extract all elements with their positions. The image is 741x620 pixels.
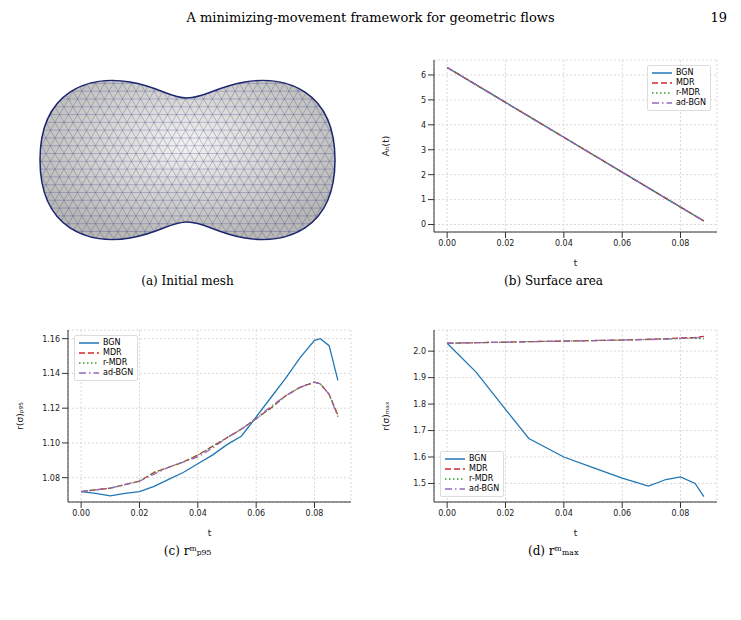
html-text:(b) Surface area: (b) Surface area <box>504 274 603 288</box>
svg-text:1.5: 1.5 <box>413 479 426 488</box>
svg-text:1.7: 1.7 <box>413 426 426 435</box>
html-text:(d) rᵐₘₐₓ: (d) rᵐₘₐₓ <box>528 544 579 558</box>
svg-text:0.04: 0.04 <box>555 239 573 248</box>
html-text:MDR: MDR <box>103 348 122 357</box>
html-text:BGN: BGN <box>469 454 487 463</box>
svg-text:t: t <box>574 528 578 538</box>
svg-text:0.02: 0.02 <box>497 239 515 248</box>
svg-text:1.14: 1.14 <box>42 369 60 378</box>
svg-text:0.04: 0.04 <box>189 509 207 518</box>
html-text:ad-BGN: ad-BGN <box>103 368 134 377</box>
svg-text:t: t <box>208 528 212 538</box>
svg-text:0.02: 0.02 <box>497 509 515 518</box>
svg-text:0.06: 0.06 <box>247 509 265 518</box>
svg-text:r(σ)ₘₐₓ: r(σ)ₘₐₓ <box>381 401 391 431</box>
html-text:BGN: BGN <box>675 68 694 77</box>
svg-text:Aₕ(t): Aₕ(t) <box>381 136 391 156</box>
svg-text:0.00: 0.00 <box>438 509 456 518</box>
html-text:BGN: BGN <box>103 338 121 347</box>
svg-text:1: 1 <box>421 195 426 204</box>
svg-text:0: 0 <box>421 220 426 229</box>
svg-text:6: 6 <box>421 71 426 80</box>
html-text:A minimizing-movement framewor: A minimizing-movement framework for geom… <box>186 10 555 25</box>
svg-text:0.08: 0.08 <box>306 509 324 518</box>
svg-text:2.0: 2.0 <box>413 347 426 356</box>
svg-text:1.08: 1.08 <box>42 474 60 483</box>
html-text:r-MDR: r-MDR <box>469 474 494 483</box>
svg-text:1.9: 1.9 <box>413 373 426 382</box>
svg-text:1.8: 1.8 <box>413 400 426 409</box>
svg-text:2: 2 <box>421 171 426 180</box>
html-text:(a) Initial mesh: (a) Initial mesh <box>141 274 234 288</box>
svg-text:1.16: 1.16 <box>42 335 60 344</box>
svg-text:3: 3 <box>421 146 426 155</box>
svg-text:1.12: 1.12 <box>42 404 60 413</box>
svg-text:1.10: 1.10 <box>42 439 60 448</box>
html-text:r-MDR: r-MDR <box>103 358 128 367</box>
svg-text:4: 4 <box>421 121 426 130</box>
svg-text:r(σ)ₚ₉₅: r(σ)ₚ₉₅ <box>15 402 25 430</box>
html-text:r-MDR: r-MDR <box>675 88 701 97</box>
svg-text:0.04: 0.04 <box>555 509 573 518</box>
html-text:ad-BGN: ad-BGN <box>675 98 706 107</box>
svg-text:1.6: 1.6 <box>413 453 426 462</box>
svg-text:5: 5 <box>421 96 426 105</box>
html-text:MDR: MDR <box>675 78 695 87</box>
svg-text:0.08: 0.08 <box>672 509 690 518</box>
html-text:ad-BGN: ad-BGN <box>469 484 500 493</box>
svg-text:0.06: 0.06 <box>613 509 631 518</box>
svg-text:0.02: 0.02 <box>131 509 149 518</box>
svg-text:0.00: 0.00 <box>438 239 456 248</box>
html-text:(c) rᵐₚ₉₅: (c) rᵐₚ₉₅ <box>163 544 212 558</box>
html-text:19: 19 <box>710 10 727 25</box>
svg-text:t: t <box>574 258 578 268</box>
svg-text:0.08: 0.08 <box>672 239 690 248</box>
svg-text:0.00: 0.00 <box>72 509 90 518</box>
html-text:MDR: MDR <box>469 464 488 473</box>
svg-text:0.06: 0.06 <box>613 239 631 248</box>
